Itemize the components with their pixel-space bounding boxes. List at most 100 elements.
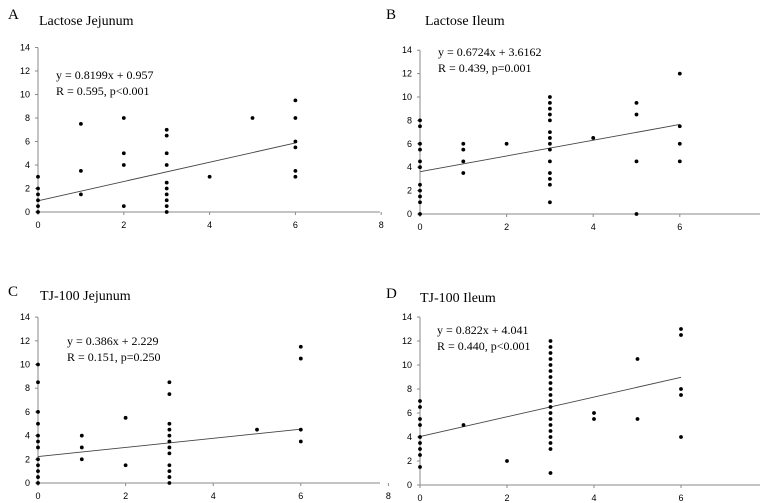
- panel-d-data-point: [679, 327, 683, 331]
- panel-d-title: TJ-100 Ileum: [420, 291, 496, 306]
- panel-a-data-point: [293, 116, 298, 120]
- panel-c-data-point: [79, 445, 84, 450]
- panel-d-data-point: [679, 435, 683, 439]
- panel-c-data-point: [167, 421, 172, 426]
- panel-a-y-tick-label: 6: [25, 137, 30, 147]
- panel-c-data-point: [36, 362, 40, 367]
- panel-a-data-point: [293, 145, 298, 150]
- panel-b-y-tick-label: 12: [402, 69, 412, 79]
- panel-b-y-tick-label: 4: [407, 162, 412, 172]
- panel-c-data-point: [167, 433, 172, 438]
- panel-d-letter: D: [386, 286, 397, 302]
- panel-b-data-point: [591, 136, 596, 140]
- panel-d-data-point: [418, 465, 422, 469]
- panel-b-data-point: [418, 212, 422, 216]
- panel-a-title: Lactose Jejunum: [39, 14, 134, 29]
- panel-c-x-tick-label: 8: [386, 491, 391, 501]
- panel-a-data-point: [293, 174, 298, 179]
- panel-b-data-point: [677, 71, 682, 76]
- panel-c-data-point: [167, 445, 172, 450]
- panel-d-data-point: [548, 417, 553, 421]
- panel-d-y-tick-label: 10: [402, 360, 412, 370]
- panel-d-y-tick-label: 4: [407, 432, 412, 442]
- panel-c-data-point: [298, 344, 303, 349]
- panel-a-data-point: [79, 121, 83, 126]
- panel-d-x-tick-label: 2: [504, 493, 509, 503]
- panel-a-data-point: [79, 168, 83, 173]
- panel-b-y-tick-label: 14: [402, 45, 412, 55]
- panel-b-x-tick-label: 4: [591, 222, 596, 232]
- panel-a-y-tick-label: 0: [25, 207, 30, 217]
- panel-a-data-point: [36, 192, 40, 197]
- panel-d-y-tick-label: 12: [402, 336, 412, 346]
- panel-b-title: Lactose Ileum: [425, 14, 505, 29]
- panel-b-data-point: [418, 124, 422, 129]
- panel-d-data-point: [418, 405, 422, 409]
- panel-d-data-point: [548, 363, 553, 367]
- panel-b-data-point: [548, 200, 552, 205]
- panel-c-letter: C: [8, 284, 18, 300]
- panel-d-data-point: [418, 399, 422, 403]
- panel-b-data-point: [418, 118, 422, 123]
- panel-b-data-point: [418, 182, 422, 187]
- panel-c-stats: R = 0.151, p=0.250: [67, 350, 161, 364]
- panel-d-equation: y = 0.822x + 4.041: [437, 323, 529, 337]
- panel-c-data-point: [36, 421, 40, 426]
- panel-b-data-point: [548, 171, 552, 175]
- panel-c-y-tick-label: 2: [25, 454, 30, 464]
- panel-b-data-point: [461, 147, 466, 152]
- panel-a-x-tick-label: 0: [35, 220, 40, 230]
- panel-b-data-point: [548, 112, 552, 117]
- panel-b-data-point: [548, 177, 552, 181]
- panel-a-x-tick-label: 8: [379, 220, 384, 230]
- panel-d-y-tick-label: 6: [407, 408, 412, 418]
- panel-c-data-point: [36, 475, 40, 479]
- panel-d-data-point: [461, 423, 466, 427]
- panel-b-data-point: [461, 141, 466, 146]
- panel-b-data-point: [461, 171, 466, 175]
- panel-c-data-point: [123, 415, 128, 420]
- panel-d-data-point: [548, 351, 553, 355]
- panel-a-y-tick-label: 4: [25, 160, 30, 170]
- panel-d-data-point: [418, 423, 422, 427]
- panel-b-data-point: [418, 147, 422, 152]
- panel-c-data-point: [79, 433, 84, 438]
- panel-d-data-point: [418, 435, 422, 439]
- panel-a-y-tick-label: 2: [25, 184, 30, 194]
- panel-a-y-tick-label: 12: [20, 66, 30, 76]
- panel-b-letter: B: [386, 7, 396, 23]
- panel-a-data-point: [164, 151, 169, 156]
- panel-d-x-tick-label: 0: [417, 493, 422, 503]
- panel-b-data-point: [548, 118, 552, 123]
- panel-d-data-point: [548, 369, 553, 373]
- panel-d-data-point: [548, 405, 553, 409]
- panel-b-x-tick-label: 0: [417, 222, 422, 232]
- panel-a-data-point: [250, 116, 255, 120]
- panel-a-data-point: [164, 186, 169, 191]
- panel-c-data-point: [36, 463, 40, 468]
- panel-d-data-point: [548, 357, 553, 361]
- panel-c-data-point: [36, 469, 40, 474]
- panel-b-data-point: [634, 112, 639, 117]
- panel-d-data-point: [548, 471, 553, 475]
- panel-a-data-point: [164, 198, 169, 203]
- panel-b-data-point: [504, 141, 509, 146]
- panel-b-data-point: [418, 141, 422, 146]
- panel-b-y-tick-label: 2: [407, 186, 412, 196]
- panel-c-y-tick-label: 14: [20, 312, 30, 322]
- panel-a-data-point: [121, 116, 126, 120]
- panel-a-stats: R = 0.595, p<0.001: [56, 84, 150, 98]
- panel-d-stats: R = 0.440, p<0.001: [437, 339, 531, 353]
- panel-c-y-tick-label: 6: [25, 407, 30, 417]
- panel-c-data-point: [167, 451, 172, 456]
- panel-b-data-point: [548, 136, 552, 140]
- panel-b-data-point: [634, 159, 639, 164]
- panel-a-data-point: [36, 186, 40, 191]
- panel-c-data-point: [79, 457, 84, 462]
- panel-c-data-point: [167, 439, 172, 444]
- panel-d-data-point: [635, 417, 640, 421]
- panel-b-data-point: [418, 200, 422, 205]
- panel-a-y-tick-label: 14: [20, 43, 30, 53]
- panel-c-data-point: [36, 481, 40, 485]
- panel-a-data-point: [121, 163, 126, 167]
